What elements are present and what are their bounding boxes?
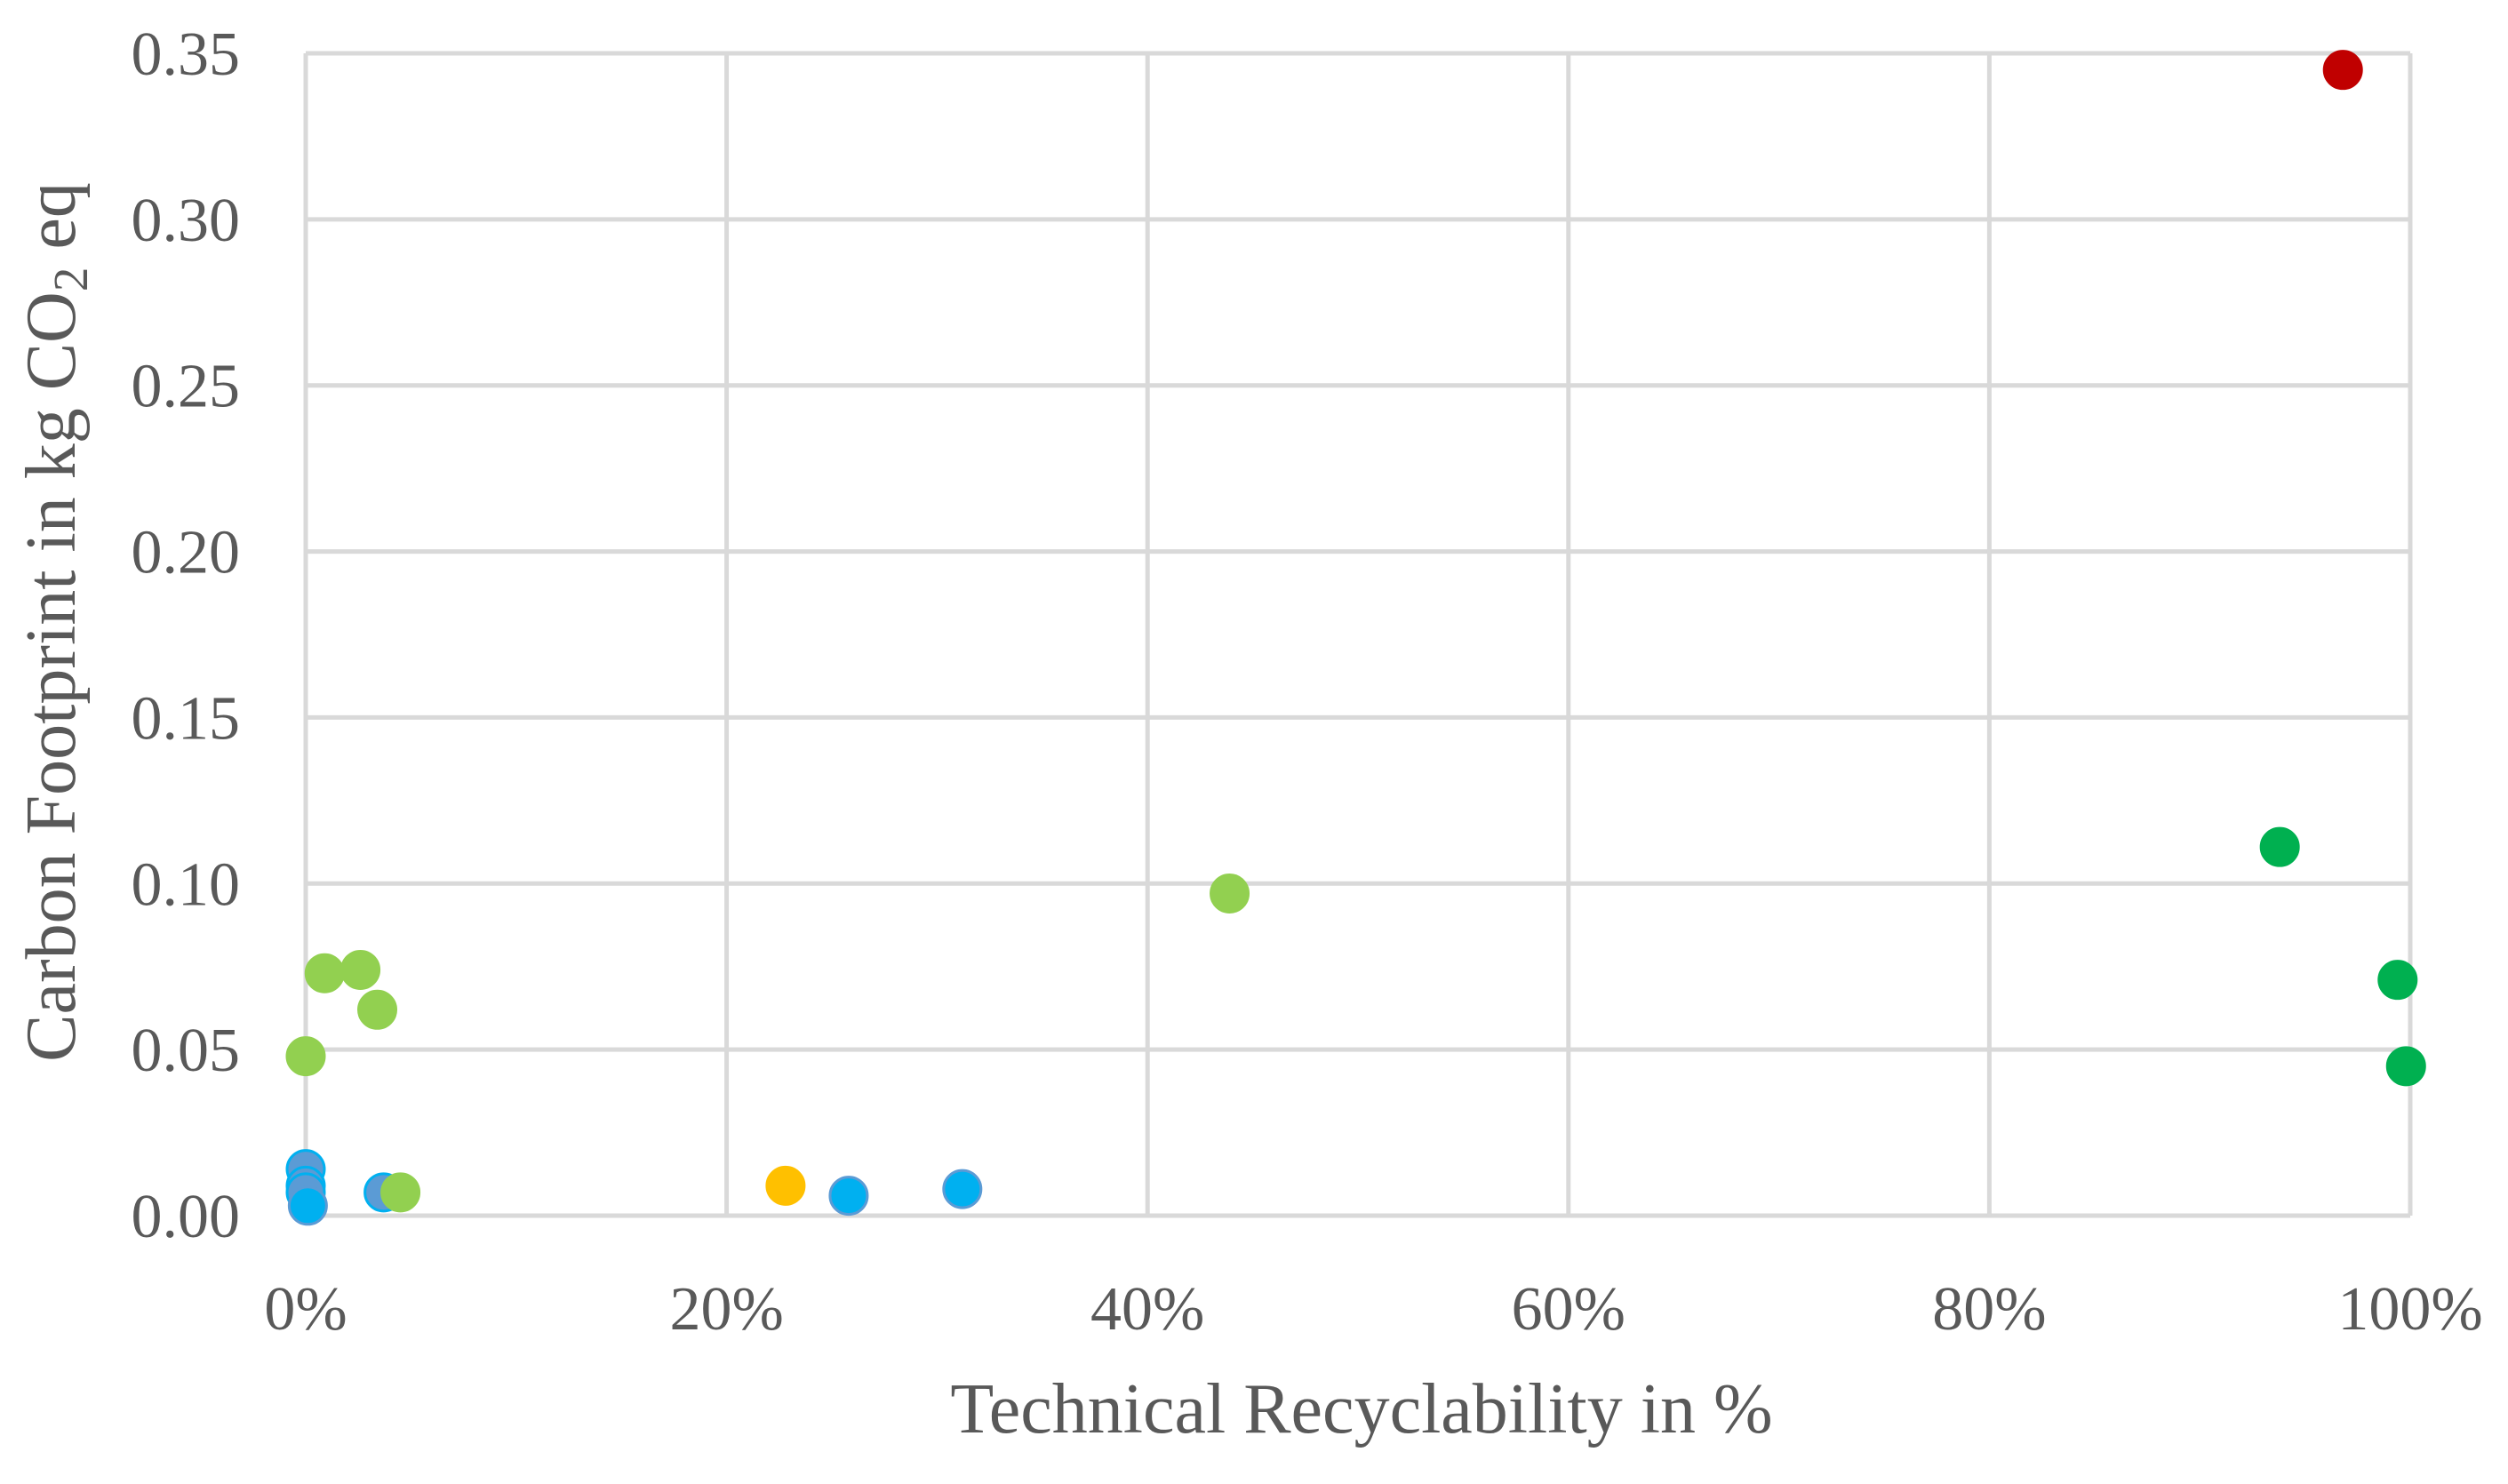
x-tick-label: 100% — [2337, 1275, 2482, 1344]
y-tick-label: 0.00 — [132, 1183, 241, 1251]
y-axis-title-subscript: 2 — [44, 267, 98, 292]
y-tick-label: 0.30 — [132, 187, 241, 255]
data-point-yellow-group — [765, 1165, 806, 1206]
gridlines — [303, 51, 2413, 1218]
tick-labels: 0.00 0.05 0.10 0.15 0.20 0.25 0.30 0.35 0% 20% 40%… — [132, 20, 2483, 1344]
x-axis-title: Technical Recyclability in % — [950, 1370, 1772, 1448]
x-tick-label: 40% — [1090, 1275, 1204, 1344]
data-point-light-green-group — [1210, 873, 1250, 914]
y-tick-label: 0.35 — [132, 20, 241, 89]
y-axis-title: Carbon Footprint in kg CO2 eq — [12, 182, 98, 1062]
y-tick-label: 0.15 — [132, 684, 241, 753]
data-point-light-green-group — [340, 949, 381, 990]
data-point-light-green-group — [304, 953, 345, 993]
y-tick-label: 0.05 — [132, 1017, 241, 1085]
data-point-green-group — [2259, 826, 2300, 867]
y-axis-title-main: Carbon Footprint in kg CO — [12, 291, 91, 1062]
x-tick-label: 80% — [1932, 1275, 2046, 1344]
y-axis-title-suffix: eq — [12, 182, 91, 267]
data-point-cyan-group — [287, 1185, 328, 1226]
y-tick-label: 0.20 — [132, 519, 241, 587]
data-point-light-green-group — [285, 1036, 326, 1077]
x-tick-label: 0% — [264, 1275, 347, 1344]
x-tick-label: 20% — [669, 1275, 783, 1344]
data-points — [285, 50, 2426, 1226]
x-tick-label: 60% — [1512, 1275, 1625, 1344]
data-point-green-group — [2385, 1046, 2426, 1087]
y-tick-label: 0.10 — [132, 850, 241, 919]
data-point-light-green-group — [357, 989, 398, 1030]
data-point-green-group — [2377, 960, 2418, 1001]
data-point-cyan-group — [942, 1169, 983, 1209]
data-point-cyan-group — [828, 1176, 869, 1217]
y-tick-label: 0.25 — [132, 353, 241, 421]
data-point-red-group — [2322, 50, 2363, 91]
data-point-light-green-group — [380, 1172, 421, 1213]
